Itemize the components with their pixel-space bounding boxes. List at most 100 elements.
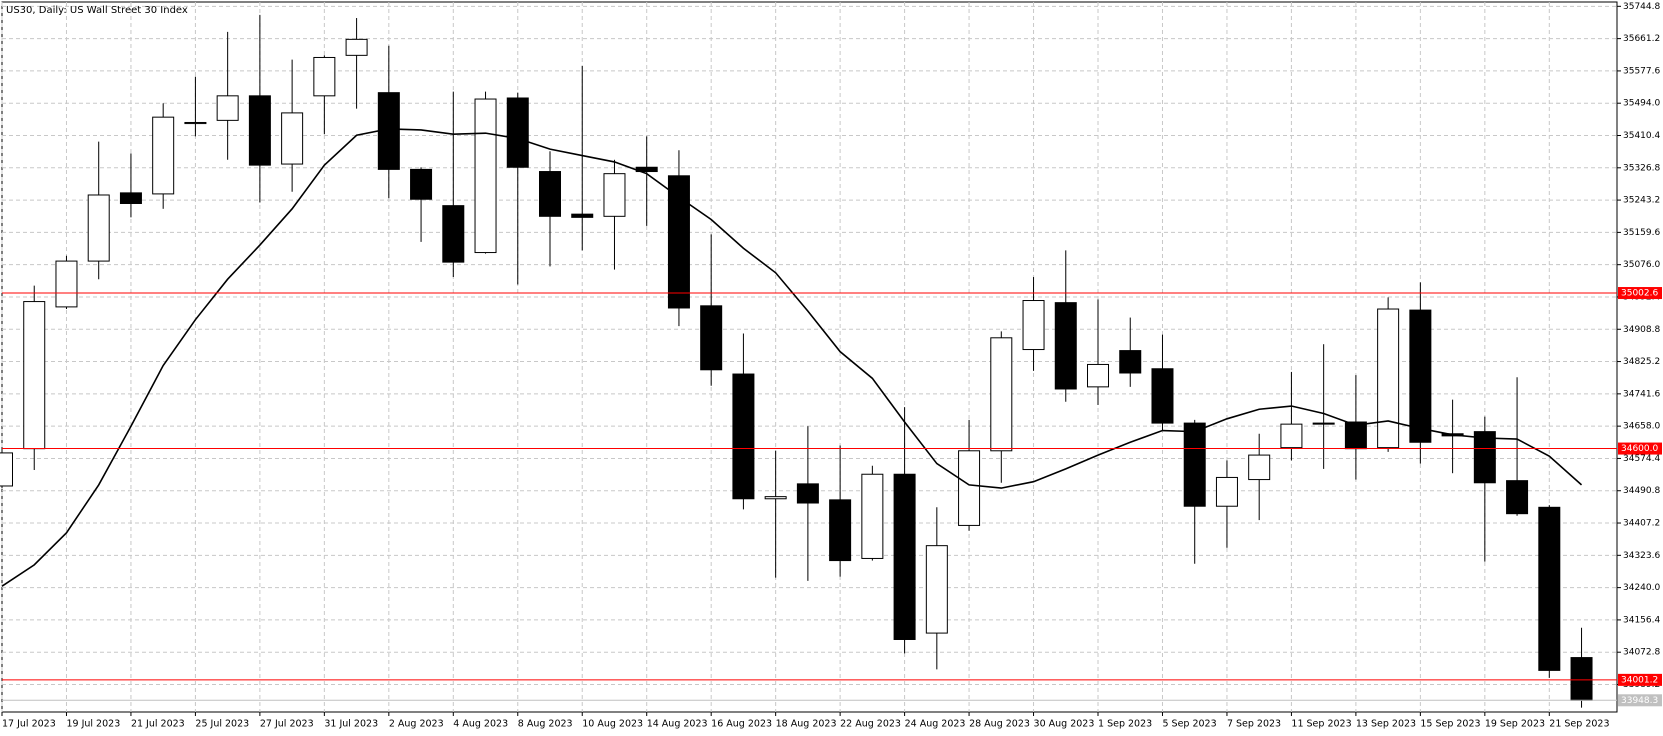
x-tick-label: 27 Jul 2023 (260, 719, 314, 730)
y-tick-label: 35577.6 (1623, 66, 1660, 76)
candle-body (442, 205, 465, 263)
level-label: 34001.2 (1621, 675, 1658, 685)
candle-body (1377, 308, 1400, 449)
candle-body (184, 121, 207, 125)
x-tick-label: 19 Sep 2023 (1485, 719, 1545, 730)
candle-body (313, 56, 336, 97)
candle-body (990, 337, 1013, 452)
x-tick-label: 11 Sep 2023 (1291, 719, 1351, 730)
level-label-box (1618, 287, 1662, 300)
candle-body (23, 301, 46, 450)
x-tick-label: 13 Sep 2023 (1356, 719, 1416, 730)
candle-body (764, 496, 787, 500)
candle-body (87, 194, 110, 262)
y-tick-label: 34825.2 (1623, 357, 1660, 367)
candle-body (1538, 506, 1561, 671)
candle-body (345, 38, 368, 56)
y-tick-label: 35326.8 (1623, 163, 1660, 173)
candle-body (506, 97, 529, 168)
y-tick-label: 35494.0 (1623, 99, 1660, 109)
x-tick-label: 14 Aug 2023 (647, 719, 708, 730)
y-tick-label: 35744.8 (1623, 2, 1660, 12)
x-tick-label: 21 Sep 2023 (1549, 719, 1609, 730)
level-label: 34600.0 (1621, 444, 1658, 454)
x-tick-label: 8 Aug 2023 (518, 719, 573, 730)
chart-title: US30, Daily: US Wall Street 30 Index (6, 5, 188, 16)
candle-body (1312, 422, 1335, 425)
candle-body (958, 450, 981, 526)
x-tick-label: 17 Jul 2023 (2, 719, 56, 730)
level-label-box (1618, 442, 1662, 455)
y-tick-label: 34240.0 (1623, 583, 1660, 593)
candle-body (474, 98, 497, 254)
y-tick-label: 35159.6 (1623, 228, 1660, 238)
x-tick-label: 10 Aug 2023 (582, 719, 643, 730)
candle-body (1280, 423, 1303, 449)
y-tick-label: 34741.6 (1623, 389, 1660, 399)
x-tick-label: 31 Jul 2023 (324, 719, 378, 730)
x-tick-label: 2 Aug 2023 (389, 719, 444, 730)
candle-body (603, 173, 626, 217)
candle-body (0, 452, 13, 487)
marks (0, 14, 1617, 708)
candle-body (1409, 309, 1432, 443)
y-tick-label: 35410.4 (1623, 131, 1660, 141)
last-price-label: 33948.3 (1621, 696, 1658, 706)
plot-frame (1, 1, 1618, 713)
x-tick-label: 1 Sep 2023 (1098, 719, 1152, 730)
candle-body (152, 116, 175, 195)
level-label: 35002.6 (1621, 289, 1658, 299)
y-tick-label: 34323.6 (1623, 551, 1660, 561)
candle-body (732, 373, 755, 500)
y-tick-label: 34908.8 (1623, 325, 1660, 335)
candle-body (410, 168, 433, 200)
candle-body (1473, 431, 1496, 484)
y-tick-label: 34156.4 (1623, 615, 1660, 625)
x-tick-label: 4 Aug 2023 (453, 719, 508, 730)
candle-body (829, 499, 852, 562)
x-tick-label: 21 Jul 2023 (131, 719, 185, 730)
level-label-box (1618, 673, 1662, 686)
x-tick-label: 15 Sep 2023 (1420, 719, 1480, 730)
candle-body (119, 192, 142, 204)
x-tick-label: 7 Sep 2023 (1227, 719, 1281, 730)
candle-body (1022, 300, 1045, 351)
candle-body (1151, 368, 1174, 424)
candle-body (700, 305, 723, 371)
x-tick-label: 5 Sep 2023 (1162, 719, 1216, 730)
candle-body (861, 473, 884, 559)
candle-body (281, 112, 304, 165)
x-tick-label: 24 Aug 2023 (905, 719, 966, 730)
candle-body (1119, 350, 1142, 374)
x-tick-label: 16 Aug 2023 (711, 719, 772, 730)
y-tick-label: 35661.2 (1623, 34, 1660, 44)
y-tick-label: 34490.8 (1623, 486, 1660, 496)
x-tick-label: 28 Aug 2023 (969, 719, 1030, 730)
y-tick-label: 35076.0 (1623, 260, 1660, 270)
candle-body (216, 95, 239, 121)
y-tick-label: 34072.8 (1623, 648, 1660, 658)
x-tick-label: 22 Aug 2023 (840, 719, 901, 730)
candle-body (55, 260, 78, 308)
x-tick-label: 18 Aug 2023 (776, 719, 837, 730)
candle-body (1570, 657, 1593, 701)
moving-average-line (1, 128, 1583, 587)
candle-body (571, 213, 594, 218)
candle-body (1087, 363, 1110, 388)
candle-body (1183, 422, 1206, 507)
candle-body (667, 175, 690, 309)
candle-body (796, 483, 819, 504)
y-tick-label: 34574.4 (1623, 454, 1660, 464)
last-price-box (1618, 694, 1662, 707)
x-tick-label: 25 Jul 2023 (195, 719, 249, 730)
candle-body (1506, 480, 1529, 515)
candle-body (925, 545, 948, 634)
y-tick-label: 34658.0 (1623, 422, 1660, 432)
candle-body (893, 473, 916, 640)
y-tick-label: 35243.2 (1623, 196, 1660, 206)
candle-body (1054, 302, 1077, 390)
x-tick-label: 30 Aug 2023 (1034, 719, 1095, 730)
